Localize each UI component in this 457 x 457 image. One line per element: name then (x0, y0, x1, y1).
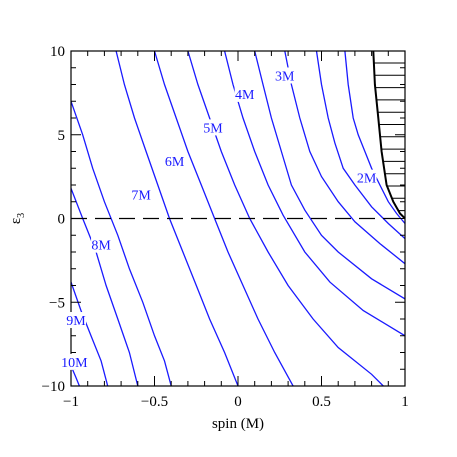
contour-label: 4M (235, 88, 255, 103)
x-tick-label: 0.5 (312, 394, 331, 410)
y-axis-label-symbol: ε (8, 218, 24, 224)
x-tick-label: 1 (401, 394, 409, 410)
contour-label: 7M (131, 188, 151, 203)
y-tick-label: 10 (50, 44, 65, 60)
contour-4M (284, 51, 405, 265)
contour-label-bg (274, 67, 295, 84)
excluded-region (373, 62, 405, 212)
contour-label: 3M (275, 69, 295, 84)
y-axis-label-subscript: 3 (16, 213, 27, 218)
contour-label-bg (234, 85, 255, 102)
contour-label-bg (164, 152, 185, 169)
contour-label: 9M (66, 314, 86, 329)
boundary-curve (372, 50, 406, 220)
contour-7M (187, 51, 384, 386)
y-tick-label: −5 (49, 295, 65, 311)
contour-label-bg (91, 236, 112, 253)
y-tick-label: 0 (58, 212, 66, 228)
contour-unlabeled-10 (71, 281, 109, 386)
contour-5M (254, 51, 405, 300)
contour-label-bg (131, 186, 152, 203)
boundary (372, 50, 406, 220)
contour-label: 5M (203, 121, 223, 136)
contour-10M (71, 101, 172, 386)
contour-label: 2M (357, 172, 377, 187)
contour-labels: 2M 3M 4M 5M 6M 7M 8M 9M 10M (60, 67, 377, 371)
x-axis-label: spin (M) (212, 416, 264, 432)
y-tick-labels: −10 −5 0 5 10 (42, 44, 65, 395)
y-tick-label: −10 (42, 379, 65, 395)
contour-label-bg (356, 169, 377, 186)
x-tick-labels: −1 −0.5 0 0.5 1 (63, 394, 409, 410)
y-tick-label: 5 (58, 128, 66, 144)
contour-label-bg (66, 312, 87, 329)
x-tick-label: 0 (234, 394, 242, 410)
contour-label: 8M (91, 239, 111, 254)
contour-label-bg (202, 119, 223, 136)
contour-label: 6M (165, 155, 185, 170)
axis-ticks (70, 50, 406, 387)
contour-label-bg (60, 353, 89, 370)
contour-3M (315, 51, 405, 240)
x-tick-label: −0.5 (141, 394, 168, 410)
x-tick-label: −1 (63, 394, 79, 410)
contour-2M (344, 51, 405, 224)
contour-label: 10M (61, 356, 88, 371)
y-axis-label: ε3 (8, 213, 27, 224)
contour-8M (153, 51, 294, 386)
